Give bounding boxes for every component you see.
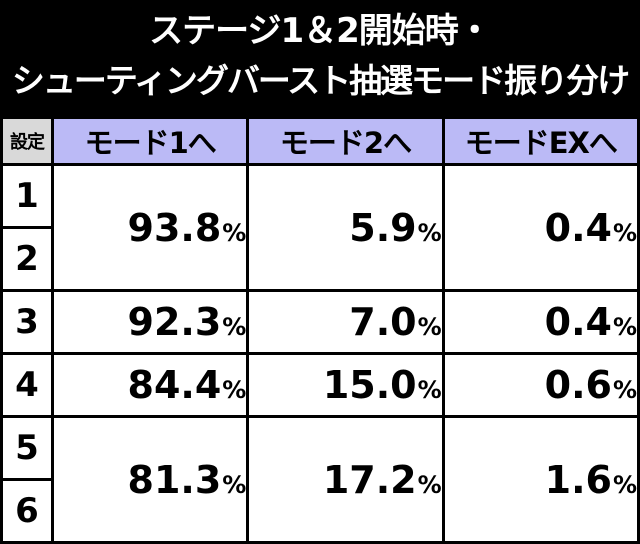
header-mode-ex: モードEXへ: [441, 116, 640, 166]
percent-sign: %: [417, 313, 442, 341]
percent-sign: %: [612, 470, 637, 499]
table-row: 5 81.3% 17.2% 1.6%: [0, 415, 640, 544]
mode-1-value: 81.3: [127, 457, 222, 502]
mode-1-value: 93.8: [127, 205, 222, 250]
percent-sign: %: [612, 313, 637, 341]
mode-ex-value-cell: 0.6%: [441, 352, 640, 418]
mode-ex-value-cell: 0.4%: [441, 289, 640, 355]
mode-2-value-cell: 7.0%: [246, 289, 445, 355]
percent-sign: %: [612, 218, 637, 247]
mode-1-value: 84.4: [127, 363, 222, 407]
mode-2-value: 15.0: [322, 363, 417, 407]
header-mode-2: モード2へ: [246, 116, 445, 166]
mode-2-value-cell: 5.9%: [246, 163, 445, 292]
table-header-row: 設定 モード1へ モード2へ モードEXへ: [0, 116, 640, 166]
mode-2-value: 5.9: [349, 205, 417, 250]
percent-sign: %: [222, 218, 247, 247]
mode-distribution-table: 設定 モード1へ モード2へ モードEXへ 1 93.8% 5.9% 0.4% …: [0, 116, 640, 544]
table-row: 3 92.3% 7.0% 0.4%: [0, 289, 640, 355]
mode-1-value-cell: 92.3%: [50, 289, 250, 355]
mode-2-value-cell: 17.2%: [246, 415, 445, 544]
mode-2-value: 7.0: [349, 300, 417, 344]
percent-sign: %: [612, 376, 637, 404]
setting-cell: 5: [0, 415, 54, 481]
percent-sign: %: [417, 218, 442, 247]
table-row: 1 93.8% 5.9% 0.4%: [0, 163, 640, 292]
setting-cell: 1: [0, 163, 54, 229]
mode-ex-value-cell: 1.6%: [441, 415, 640, 544]
mode-1-value-cell: 93.8%: [50, 163, 250, 292]
table-row: 4 84.4% 15.0% 0.6%: [0, 352, 640, 418]
mode-ex-value-cell: 0.4%: [441, 163, 640, 292]
header-mode-1: モード1へ: [50, 116, 250, 166]
mode-ex-value: 0.4: [544, 300, 612, 344]
table-row: 6: [0, 478, 639, 544]
percent-sign: %: [417, 376, 442, 404]
setting-cell: 2: [0, 226, 54, 292]
setting-cell: 3: [0, 289, 54, 355]
mode-1-value-cell: 81.3%: [50, 415, 250, 544]
header-setting: 設定: [0, 116, 54, 166]
mode-1-value: 92.3: [127, 300, 222, 344]
mode-2-value: 17.2: [322, 457, 417, 502]
title-line-2: シューティングバースト抽選モード振り分け: [11, 61, 630, 100]
mode-1-value-cell: 84.4%: [50, 352, 250, 418]
setting-cell: 6: [0, 478, 54, 544]
title-line-1: ステージ1＆2開始時・: [149, 11, 492, 51]
mode-2-value-cell: 15.0%: [246, 352, 445, 418]
page-title: ステージ1＆2開始時・ シューティングバースト抽選モード振り分け: [0, 0, 640, 110]
setting-cell: 4: [0, 352, 54, 418]
percent-sign: %: [222, 376, 247, 404]
mode-ex-value: 0.4: [544, 205, 612, 250]
percent-sign: %: [417, 470, 442, 499]
mode-ex-value: 0.6: [544, 363, 612, 407]
mode-ex-value: 1.6: [544, 457, 612, 502]
percent-sign: %: [222, 313, 247, 341]
table-row: 2: [0, 226, 639, 292]
percent-sign: %: [222, 470, 247, 499]
